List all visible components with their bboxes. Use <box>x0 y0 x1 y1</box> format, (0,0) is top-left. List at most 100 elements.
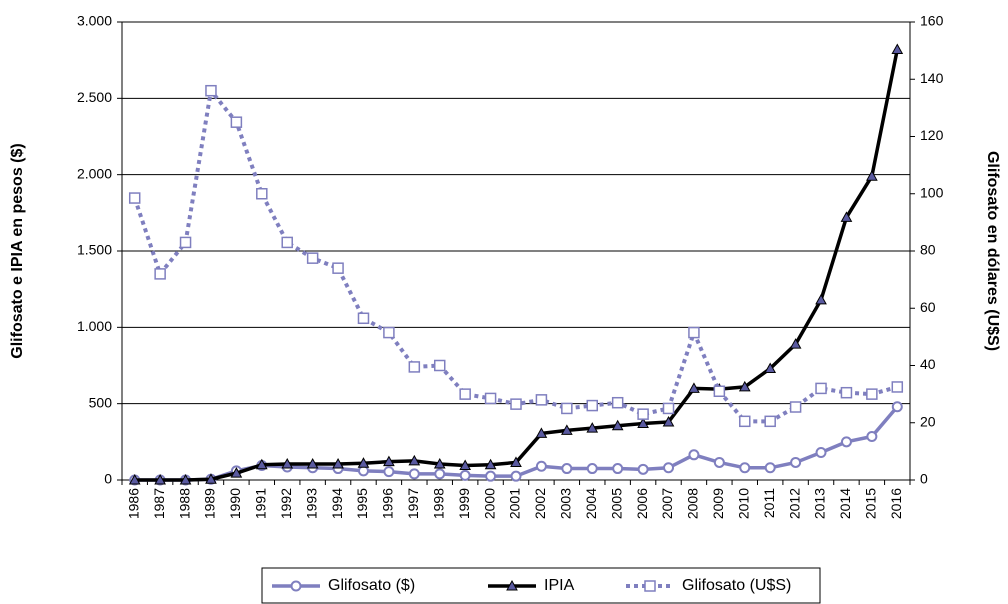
point <box>510 398 522 410</box>
point <box>739 415 751 428</box>
y2-tick-label: 140 <box>920 70 944 86</box>
y-tick-label: 2.000 <box>77 165 112 181</box>
point <box>790 456 802 468</box>
point <box>434 468 446 480</box>
point <box>815 293 827 305</box>
point <box>510 470 522 482</box>
point <box>586 422 599 433</box>
y-tick-label: 0 <box>104 471 112 487</box>
point <box>586 463 598 475</box>
point <box>230 467 243 478</box>
point <box>560 424 573 435</box>
legend-label: Glifosato ($) <box>328 577 415 594</box>
point <box>840 436 852 448</box>
point <box>662 415 675 427</box>
point <box>459 388 471 400</box>
x-tick-label: 2008 <box>685 488 701 519</box>
legend-marker <box>506 579 518 591</box>
point <box>433 457 446 469</box>
y2-tick-label: 40 <box>920 356 936 372</box>
legend-label: Glifosato (U$S) <box>682 577 791 594</box>
point <box>688 382 700 393</box>
point <box>535 394 548 406</box>
point <box>357 457 370 468</box>
y2-axis-title: Glifosato en dólares (U$S) <box>984 151 1001 351</box>
point <box>789 338 802 349</box>
x-tick-label: 2003 <box>558 488 574 519</box>
x-tick-label: 2011 <box>761 488 777 518</box>
x-tick-label: 1987 <box>151 488 167 519</box>
x-tick-label: 2013 <box>812 488 828 519</box>
series-line <box>134 49 900 482</box>
point <box>815 382 827 395</box>
point <box>789 401 802 413</box>
point <box>306 252 319 264</box>
x-tick-label: 1986 <box>125 488 141 519</box>
y2-tick-label: 60 <box>920 299 936 315</box>
point <box>637 463 649 475</box>
point <box>357 312 370 325</box>
x-tick-label: 1995 <box>354 488 370 519</box>
point <box>612 463 624 475</box>
x-tick-label: 2012 <box>786 488 802 519</box>
point <box>663 462 675 474</box>
x-tick-label: 1998 <box>430 488 446 519</box>
point <box>205 473 217 484</box>
point <box>255 458 268 470</box>
x-tick-label: 1997 <box>405 488 421 519</box>
point <box>611 396 624 409</box>
point <box>764 362 777 374</box>
point <box>484 392 497 405</box>
point <box>561 402 573 415</box>
point <box>408 468 420 480</box>
point <box>306 457 319 469</box>
point <box>484 458 497 470</box>
x-tick-label: 2014 <box>837 488 853 519</box>
point <box>128 473 141 485</box>
x-tick-label: 2005 <box>608 488 624 519</box>
point <box>179 473 192 485</box>
x-tick-label: 2000 <box>481 488 497 519</box>
point <box>866 170 878 181</box>
y2-tick-label: 100 <box>920 184 944 200</box>
point <box>332 262 344 274</box>
x-tick-label: 2007 <box>659 488 675 519</box>
point <box>891 401 903 413</box>
point <box>738 380 751 392</box>
point <box>154 473 166 485</box>
x-tick-label: 1994 <box>329 488 345 519</box>
legend-label: IPIA <box>544 577 575 594</box>
point <box>764 415 776 428</box>
y2-tick-label: 120 <box>920 127 944 143</box>
point <box>535 427 548 438</box>
y-axis-title: Glifosato e IPIA en pesos ($) <box>9 143 26 358</box>
point <box>459 459 472 470</box>
point <box>256 188 268 200</box>
point <box>205 84 217 97</box>
y-tick-label: 1.500 <box>77 242 112 258</box>
x-tick-label: 2016 <box>888 488 904 519</box>
x-tick-label: 2006 <box>634 488 650 519</box>
x-tick-label: 2001 <box>507 488 523 519</box>
y2-tick-label: 80 <box>920 242 936 258</box>
point <box>535 460 547 472</box>
point <box>383 466 395 478</box>
point <box>586 399 599 412</box>
point <box>840 211 853 222</box>
point <box>281 457 294 469</box>
point <box>866 430 878 442</box>
point <box>688 449 700 461</box>
point <box>891 43 904 54</box>
point <box>561 463 573 475</box>
x-tick-label: 2002 <box>532 488 548 519</box>
series-line <box>132 85 898 424</box>
point <box>815 447 827 459</box>
point <box>866 388 878 400</box>
y2-tick-label: 0 <box>920 471 928 487</box>
point <box>739 462 751 474</box>
y2-tick-label: 160 <box>920 13 944 29</box>
y-tick-label: 3.000 <box>77 13 112 29</box>
point <box>383 455 395 467</box>
point <box>840 386 853 399</box>
